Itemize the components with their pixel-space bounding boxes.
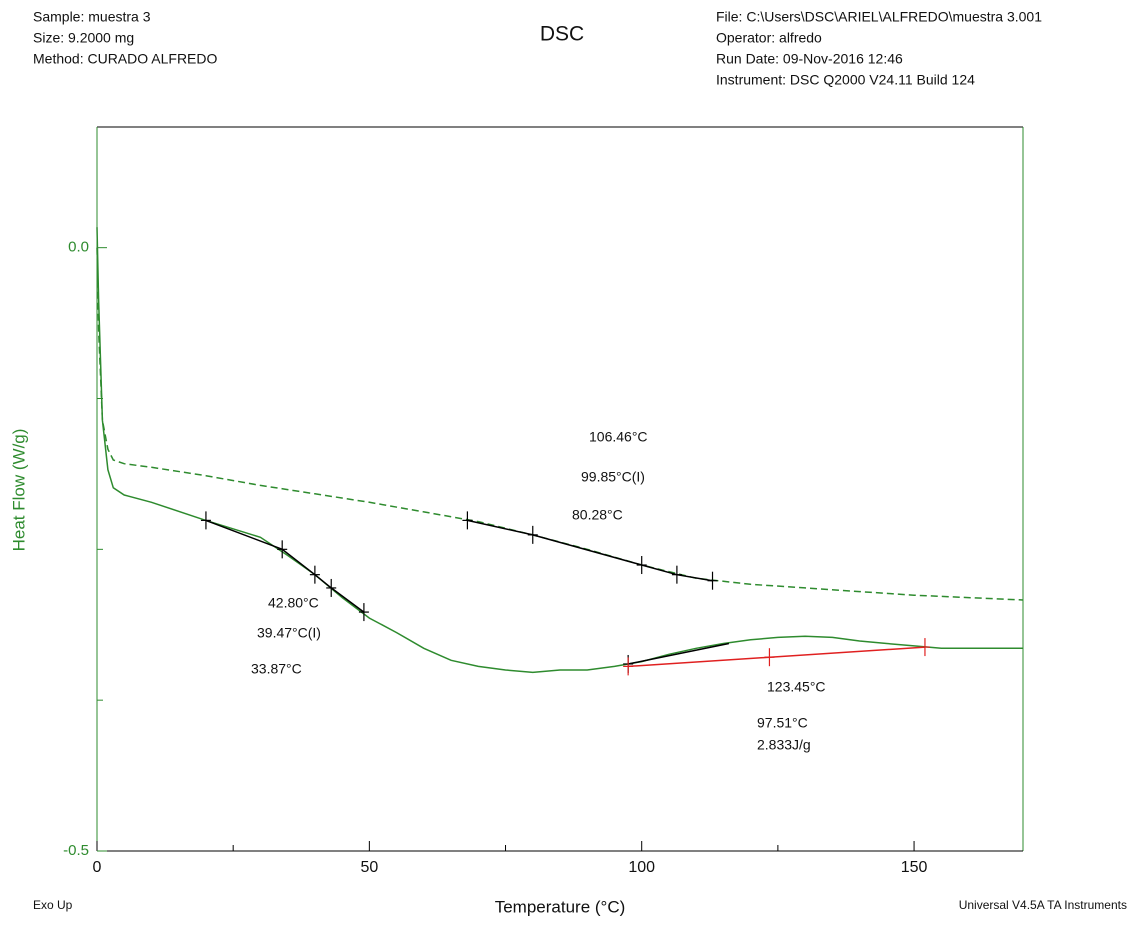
header-left-line: Method: CURADO ALFREDO bbox=[33, 51, 217, 67]
annotation: 80.28°C bbox=[572, 507, 623, 523]
header-right-line: Instrument: DSC Q2000 V24.11 Build 124 bbox=[716, 72, 975, 88]
annotation: 106.46°C bbox=[589, 429, 648, 445]
analysis-line bbox=[467, 519, 713, 582]
header-right-line: File: C:\Users\DSC\ARIEL\ALFREDO\muestra… bbox=[716, 9, 1042, 25]
annotation: 97.51°C bbox=[757, 715, 808, 731]
header-right-line: Run Date: 09-Nov-2016 12:46 bbox=[716, 51, 903, 67]
y-axis-label: Heat Flow (W/g) bbox=[9, 429, 28, 552]
annotation: 123.45°C bbox=[767, 679, 826, 695]
x-tick-label: 150 bbox=[901, 859, 928, 876]
x-tick-label: 100 bbox=[628, 859, 655, 876]
x-axis-label: Temperature (°C) bbox=[495, 897, 626, 916]
header-left-line: Size: 9.2000 mg bbox=[33, 30, 134, 46]
annotation: 99.85°C(I) bbox=[581, 469, 645, 485]
data-line bbox=[96, 247, 1024, 601]
header-right-line: Operator: alfredo bbox=[716, 30, 822, 46]
annotation: 33.87°C bbox=[251, 661, 302, 677]
analysis-line bbox=[627, 642, 730, 665]
x-tick-label: 0 bbox=[93, 859, 102, 876]
y-tick-label: 0.0 bbox=[68, 239, 89, 256]
annotation: 42.80°C bbox=[268, 595, 319, 611]
header-left-line: Sample: muestra 3 bbox=[33, 9, 151, 25]
footer-right: Universal V4.5A TA Instruments bbox=[959, 898, 1127, 912]
footer-left: Exo Up bbox=[33, 898, 73, 912]
analysis-line bbox=[628, 646, 926, 668]
y-tick-label: -0.5 bbox=[63, 842, 89, 859]
annotation: 39.47°C(I) bbox=[257, 625, 321, 641]
data-line bbox=[96, 227, 1023, 674]
annotation: 2.833J/g bbox=[757, 737, 811, 753]
chart-title: DSC bbox=[540, 23, 584, 46]
x-tick-label: 50 bbox=[360, 859, 378, 876]
